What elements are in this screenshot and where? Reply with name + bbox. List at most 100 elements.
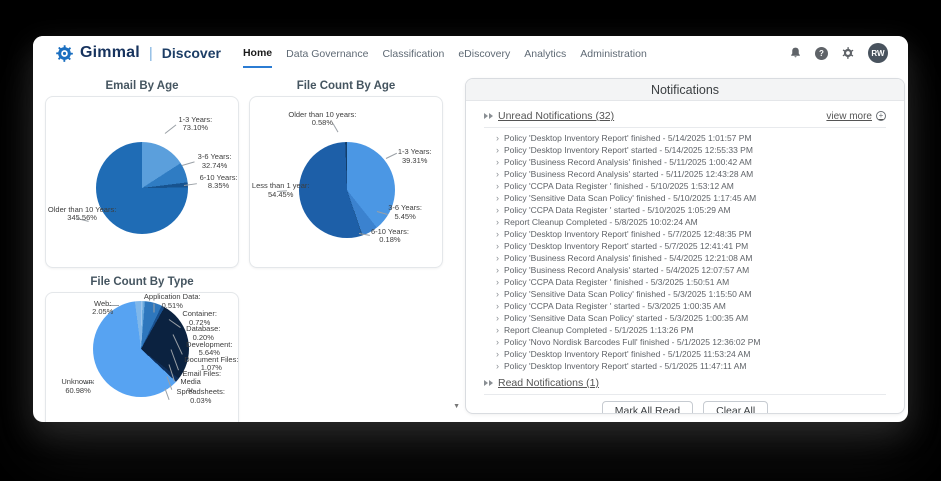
notification-text: Report Cleanup Completed - 5/8/2025 10:0…: [504, 217, 698, 227]
view-more-link[interactable]: view more +: [826, 111, 886, 122]
notification-item: › Policy 'Desktop Inventory Report' finis…: [496, 132, 888, 144]
notification-text: Policy 'CCPA Data Register ' finished - …: [504, 277, 730, 287]
user-avatar[interactable]: RW: [868, 43, 888, 63]
chevron-bullet-icon: ›: [496, 217, 499, 227]
nav-item-ediscovery[interactable]: eDiscovery: [458, 48, 511, 60]
notification-text: Policy 'CCPA Data Register ' started - 5…: [504, 205, 731, 215]
notification-item: › Policy 'Desktop Inventory Report' finis…: [496, 348, 888, 360]
chart-block-email-by-age: Email By Age 1-3 Years: 73.10% 3-6 Years: 3…: [45, 80, 239, 268]
nav-item-data-governance[interactable]: Data Governance: [286, 48, 369, 60]
charts-pane: Email By Age 1-3 Years: 73.10% 3-6 Years: 3…: [33, 70, 465, 422]
pie-slice-label: Older than 10 years: 0.58%: [288, 109, 357, 128]
notification-item: › Policy 'Business Record Analysis' start…: [496, 264, 888, 276]
pie-slice-label: 3-6 Years: 5.45%: [388, 203, 423, 221]
leader-line: [386, 152, 398, 160]
chevron-bullet-icon: ›: [496, 301, 499, 311]
notification-text: Policy 'CCPA Data Register ' finished - …: [504, 181, 734, 191]
notification-item: › Policy 'Business Record Analysis' finis…: [496, 156, 888, 168]
pie-slice-label: Unknown: 60.98%: [61, 377, 95, 395]
notification-text: Policy 'Business Record Analysis' finish…: [504, 253, 753, 263]
notification-item: › Policy 'Business Record Analysis' finis…: [496, 252, 888, 264]
chevron-bullet-icon: ›: [496, 169, 499, 179]
notification-item: › Report Cleanup Completed - 5/8/2025 10:…: [496, 216, 888, 228]
read-notifications-label: Read Notifications (1): [498, 377, 599, 389]
email-by-age-pie: [96, 142, 188, 234]
notification-item: › Policy 'Business Record Analysis' start…: [496, 168, 888, 180]
read-notifications-link[interactable]: Read Notifications (1): [484, 377, 599, 389]
chart-block-file-count-by-type: File Count By Type Application Data: 0.51…: [45, 276, 239, 422]
chevron-bullet-icon: ›: [496, 325, 499, 335]
chevron-bullet-icon: ›: [496, 157, 499, 167]
pie-slice-label: Database: 0.20%: [186, 324, 221, 342]
brand-separator: |: [148, 44, 153, 62]
file-count-by-type-chart-card: Application Data: 0.51% Container: 0.72% Dat…: [45, 292, 239, 422]
notification-item: › Policy 'Sensitive Data Scan Policy' fin…: [496, 192, 888, 204]
pie-slice-label: Media%: [180, 377, 201, 395]
settings-gear-icon[interactable]: [841, 46, 855, 60]
pie-slice-label: Application Data: 0.51%: [143, 292, 201, 310]
chart-title: Email By Age: [105, 80, 179, 92]
nav-item-analytics[interactable]: Analytics: [524, 48, 567, 60]
chart-block-file-count-by-age: File Count By Age 1-3 Years: 39.31% 3-6 Ye…: [249, 80, 443, 268]
divider: [484, 127, 886, 128]
notification-text: Policy 'CCPA Data Register ' started - 5…: [504, 301, 726, 311]
brand-product: Discover: [161, 45, 221, 61]
pie-slice-label: Spreadsheets: 0.03%: [176, 387, 225, 405]
notification-item: › Policy 'CCPA Data Register ' finished -…: [496, 180, 888, 192]
notification-text: Report Cleanup Completed - 5/1/2025 1:13…: [504, 325, 694, 335]
help-icon[interactable]: ?: [815, 46, 828, 60]
unread-notifications-link[interactable]: Unread Notifications (32): [484, 110, 614, 122]
chart-title: File Count By Type: [90, 276, 194, 288]
view-more-plus-icon: +: [876, 111, 886, 121]
chevron-bullet-icon: ›: [496, 253, 499, 263]
chart-title: File Count By Age: [296, 80, 396, 92]
chevron-bullet-icon: ›: [496, 229, 499, 239]
notification-item: › Policy 'Desktop Inventory Report' finis…: [496, 228, 888, 240]
notification-text: Policy 'Novo Nordisk Barcodes Full' fini…: [504, 337, 761, 347]
notification-item: › Policy 'CCPA Data Register ' finished -…: [496, 276, 888, 288]
notification-text: Policy 'Business Record Analysis' finish…: [504, 157, 752, 167]
header-actions: ? RW: [789, 43, 888, 63]
pie-slice-label: 3-6 Years: 32.74%: [197, 152, 232, 170]
pie-slice-label: 6-10 Years: 8.35%: [199, 172, 238, 190]
chevron-bullet-icon: ›: [496, 145, 499, 155]
chevron-bullet-icon: ›: [496, 277, 499, 287]
email-by-age-chart-card: 1-3 Years: 73.10% 3-6 Years: 32.74% 6-10 Yea…: [45, 96, 239, 268]
clear-all-button[interactable]: Clear All: [703, 401, 769, 413]
read-header-row: Read Notifications (1): [482, 374, 888, 394]
notification-text: Policy 'Business Record Analysis' starte…: [504, 169, 754, 179]
notification-item: › Policy 'Desktop Inventory Report' start…: [496, 240, 888, 252]
file-count-by-age-pie: [299, 142, 395, 238]
chevron-bullet-icon: ›: [496, 193, 499, 203]
notification-text: Policy 'Sensitive Data Scan Policy' fini…: [504, 193, 757, 203]
notification-text: Policy 'Desktop Inventory Report' finish…: [504, 229, 752, 239]
nav-item-home[interactable]: Home: [242, 38, 273, 68]
mark-all-read-button[interactable]: Mark All Read: [601, 401, 694, 413]
content-area: Email By Age 1-3 Years: 73.10% 3-6 Years: 3…: [33, 70, 908, 422]
unread-notifications-label: Unread Notifications (32): [498, 110, 615, 122]
pie-slice-label: Older than 10 Years: 345.56%: [47, 204, 117, 223]
notification-item: › Policy 'Sensitive Data Scan Policy' sta…: [496, 312, 888, 324]
chevron-bullet-icon: ›: [496, 205, 499, 215]
nav-item-classification[interactable]: Classification: [382, 48, 445, 60]
pie-slice-label: 1-3 Years: 73.10%: [178, 114, 213, 133]
notifications-bell-icon[interactable]: [789, 46, 802, 60]
app-header: Gimmal | Discover Home Data Governance C…: [33, 36, 908, 70]
notification-item: › Policy 'CCPA Data Register ' started - …: [496, 300, 888, 312]
chevron-bullet-icon: ›: [496, 241, 499, 251]
chevron-bullet-icon: ›: [496, 181, 499, 191]
notification-text: Policy 'Desktop Inventory Report' starte…: [504, 361, 747, 371]
main-nav: Home Data Governance Classification eDis…: [242, 38, 647, 68]
chevron-bullet-icon: ›: [496, 133, 499, 143]
notification-item: › Policy 'Sensitive Data Scan Policy' fin…: [496, 288, 888, 300]
app-window: Gimmal | Discover Home Data Governance C…: [33, 36, 908, 422]
divider: [484, 394, 886, 395]
nav-item-administration[interactable]: Administration: [580, 48, 647, 60]
view-more-label: view more: [826, 110, 872, 122]
brand-name: Gimmal: [80, 44, 140, 61]
notification-item: › Policy 'Novo Nordisk Barcodes Full' fin…: [496, 336, 888, 348]
notification-text: Policy 'Desktop Inventory Report' starte…: [504, 145, 753, 155]
notification-item: › Report Cleanup Completed - 5/1/2025 1:1…: [496, 324, 888, 336]
notification-text: Policy 'Desktop Inventory Report' starte…: [504, 241, 749, 251]
scroll-down-arrow-icon[interactable]: ▼: [453, 403, 460, 410]
